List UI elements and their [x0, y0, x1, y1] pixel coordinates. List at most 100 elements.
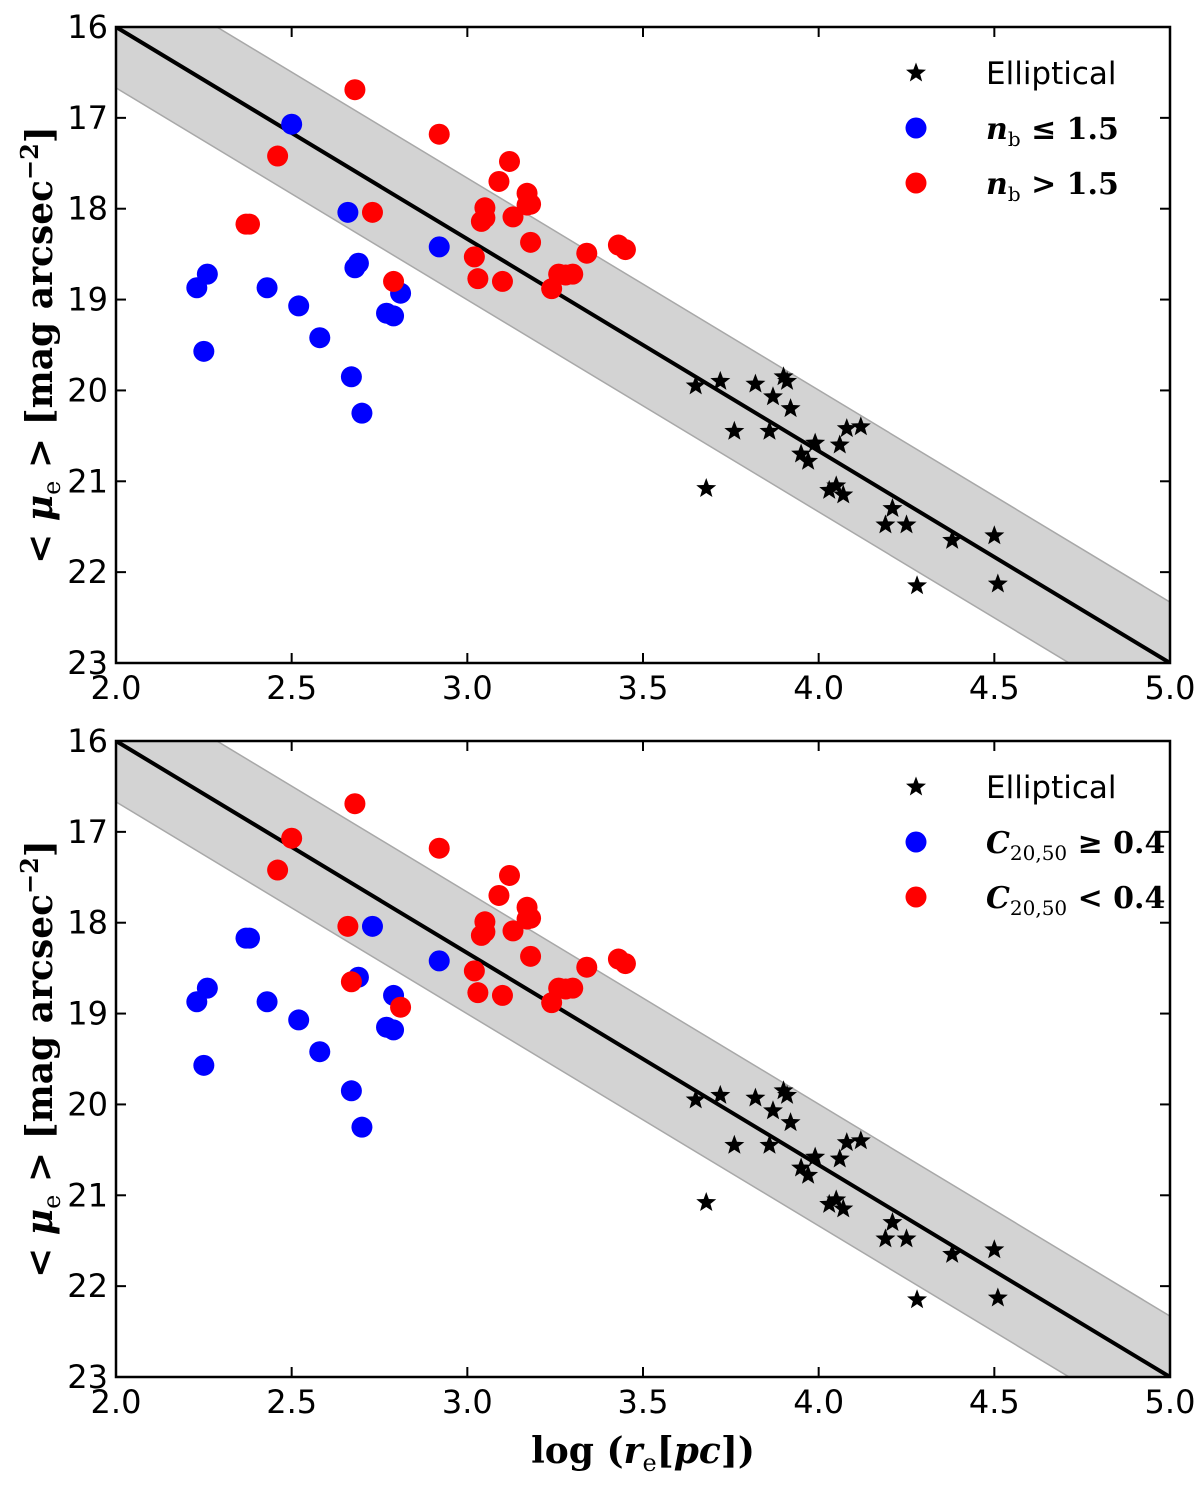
legend-label: nb > 1.5 — [986, 167, 1119, 206]
x-tick-label: 4.5 — [969, 669, 1020, 707]
star-point — [942, 529, 963, 549]
star-point — [710, 1084, 731, 1104]
circle-point — [256, 991, 278, 1013]
circle-point — [239, 213, 261, 235]
circle-point — [347, 252, 369, 274]
circle-point — [340, 971, 362, 993]
x-tick-label: 5.0 — [1145, 669, 1196, 707]
plot-area — [116, 27, 1170, 663]
star-point — [882, 1212, 903, 1232]
x-tick-label: 4.0 — [793, 1383, 844, 1421]
panel-top: 2.0 2.5 3.0 3.5 4.0 4.5 5.0 16 17 18 19 20 21 22 23 < μ… — [15, 8, 1196, 707]
star-point — [942, 1243, 963, 1263]
star-point — [896, 1228, 917, 1248]
x-tick-label: 3.0 — [442, 1383, 493, 1421]
star-point — [836, 1132, 857, 1152]
legend-label: C20,50 < 0.4 — [986, 881, 1165, 920]
star-point — [724, 1134, 745, 1154]
series-1 — [186, 113, 450, 424]
y-tick-label: 22 — [67, 553, 108, 591]
legend-circle-marker — [905, 172, 927, 194]
star-point — [696, 478, 717, 498]
y-axis-label: < μe > [mag arcsec−2] — [15, 126, 66, 564]
circle-point — [193, 340, 215, 362]
circle-point — [383, 270, 405, 292]
legend-circle-marker — [905, 886, 927, 908]
circle-point — [488, 170, 510, 192]
star-point — [685, 1089, 706, 1109]
x-tick-label: 3.5 — [618, 669, 669, 707]
star-point — [791, 443, 812, 463]
star-point — [745, 1087, 766, 1107]
circle-point — [256, 277, 278, 299]
y-tick-label: 17 — [67, 99, 108, 137]
star-point — [696, 1192, 717, 1212]
x-tick-label: 4.0 — [793, 669, 844, 707]
star-point — [780, 1112, 801, 1132]
x-tick-label: 2.5 — [266, 669, 317, 707]
circle-point — [474, 197, 496, 219]
legend-label: Elliptical — [986, 770, 1117, 806]
star-point — [833, 484, 854, 504]
star-point — [984, 1239, 1005, 1259]
legend-circle-marker — [905, 831, 927, 853]
star-point — [907, 1289, 928, 1309]
circle-point — [520, 907, 542, 929]
y-tick-label: 18 — [67, 904, 108, 942]
circle-point — [467, 268, 489, 290]
star-point — [777, 1084, 798, 1104]
star-point — [829, 1148, 850, 1168]
circle-point — [239, 927, 261, 949]
circle-point — [193, 1054, 215, 1076]
y-tick-label: 17 — [67, 813, 108, 851]
x-tick-label: 3.0 — [442, 669, 493, 707]
star-point — [882, 498, 903, 518]
y-tick-label: 23 — [67, 644, 108, 682]
circle-point — [491, 270, 513, 292]
circle-point — [428, 236, 450, 258]
legend-label: Elliptical — [986, 56, 1117, 92]
x-tick-label: 2.0 — [91, 1383, 142, 1421]
star-point — [987, 573, 1008, 593]
circle-point — [288, 1009, 310, 1031]
legend-circle-marker — [905, 117, 927, 139]
circle-point — [562, 977, 584, 999]
legend-label: nb ≤ 1.5 — [986, 112, 1119, 151]
star-point — [780, 398, 801, 418]
star-point — [805, 1146, 826, 1166]
star-point — [836, 418, 857, 438]
circle-point — [463, 246, 485, 268]
star-point — [773, 1080, 794, 1100]
fit-line — [116, 741, 1170, 1377]
star-point — [907, 575, 928, 595]
star-point — [875, 514, 896, 534]
circle-point — [576, 242, 598, 264]
circle-point — [467, 982, 489, 1004]
scatter-band — [116, 27, 1170, 663]
star-point — [759, 1134, 780, 1154]
star-point — [798, 450, 819, 470]
star-point — [850, 1130, 871, 1150]
x-tick-label: 2.0 — [91, 669, 142, 707]
star-point — [685, 375, 706, 395]
circle-point — [498, 864, 520, 886]
series-0 — [685, 366, 1008, 595]
circle-point — [488, 884, 510, 906]
circle-point — [309, 1041, 331, 1063]
star-point — [829, 434, 850, 454]
star-point — [826, 475, 847, 495]
series-0 — [685, 1080, 1008, 1309]
star-point — [745, 373, 766, 393]
star-point — [724, 420, 745, 440]
circle-point — [186, 277, 208, 299]
legend: Elliptical nb ≤ 1.5 nb > 1.5 — [905, 56, 1119, 206]
legend-star-marker — [906, 62, 926, 82]
x-tick-label: 5.0 — [1145, 1383, 1196, 1421]
circle-point — [361, 201, 383, 223]
star-point — [819, 1193, 840, 1213]
star-point — [805, 432, 826, 452]
star-point — [777, 370, 798, 390]
circle-point — [309, 327, 331, 349]
star-point — [850, 416, 871, 436]
star-point — [987, 1287, 1008, 1307]
